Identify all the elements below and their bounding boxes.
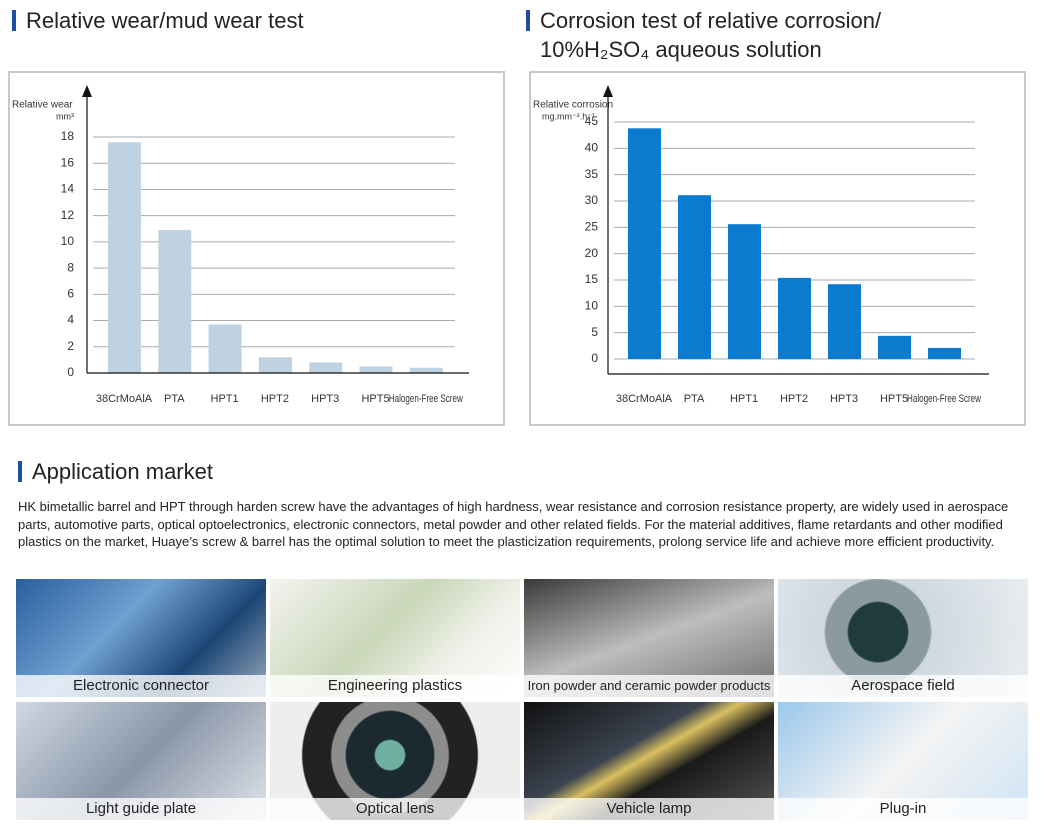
bar: [208, 324, 242, 373]
image-tile: Electronic connector: [16, 579, 266, 697]
x-tick-label: HPT3: [311, 393, 339, 405]
y-tick-label: 14: [61, 182, 75, 196]
image-tile: Iron powder and ceramic powder products: [524, 579, 774, 697]
bar: [828, 284, 861, 359]
chart-title: Relative wear/mud wear test: [12, 6, 304, 35]
title-line: Relative wear/mud wear test: [26, 8, 304, 33]
bar: [628, 128, 661, 359]
section-title: Application market: [18, 457, 213, 486]
y-tick-label: 2: [67, 339, 74, 353]
y-axis-unit: mg.mm⁻².h⁻¹: [542, 111, 595, 121]
y-tick-label: 12: [61, 208, 75, 222]
bar: [778, 277, 811, 359]
y-tick-label: 15: [585, 272, 599, 286]
bar: [108, 142, 141, 373]
y-tick-label: 20: [585, 246, 599, 260]
y-tick-label: 35: [585, 167, 599, 181]
image-tile: Vehicle lamp: [524, 702, 774, 820]
x-tick-label: HPT2: [780, 393, 808, 405]
image-tile: Optical lens: [270, 702, 520, 820]
section-title-text: Application market: [32, 459, 213, 484]
x-tick-label: HPT1: [211, 393, 239, 405]
tile-caption: Engineering plastics: [270, 675, 520, 697]
bar: [258, 357, 292, 373]
x-tick-label: 38CrMoAlA: [96, 393, 153, 405]
bar: [728, 224, 761, 359]
y-tick-label: 16: [61, 155, 75, 169]
y-tick-label: 30: [585, 193, 599, 207]
image-tile: Plug-in: [778, 702, 1028, 820]
chart-title: Corrosion test of relative corrosion/10%…: [526, 6, 881, 64]
y-tick-label: 0: [67, 365, 74, 379]
x-tick-label: HPT2: [261, 393, 289, 405]
x-tick-label: 38CrMoAlA: [616, 393, 673, 405]
x-tick-label: HPT5: [361, 393, 389, 405]
y-tick-label: 5: [591, 325, 598, 339]
y-tick-label: 40: [585, 141, 599, 155]
y-tick-label: 18: [61, 129, 75, 143]
tile-caption: Plug-in: [778, 798, 1028, 820]
y-tick-label: 6: [67, 287, 74, 301]
bar: [158, 230, 192, 373]
title-line: 10%H₂SO₄ aqueous solution: [540, 37, 822, 62]
y-tick-label: 25: [585, 220, 599, 234]
tile-caption: Electronic connector: [16, 675, 266, 697]
y-tick-label: 0: [591, 351, 598, 365]
x-tick-label: Halogen-Free Screw: [389, 393, 463, 405]
bar: [928, 347, 961, 359]
tile-caption: Optical lens: [270, 798, 520, 820]
x-tick-label: HPT5: [880, 393, 908, 405]
y-axis-unit: mm³: [56, 111, 74, 121]
chart-frame: Relative corrosion mg.mm⁻².h⁻¹ 0 5 10 15 20 25 3…: [529, 71, 1026, 426]
tile-caption: Vehicle lamp: [524, 798, 774, 820]
image-tile: Light guide plate: [16, 702, 266, 820]
bar: [878, 335, 911, 359]
x-tick-label: PTA: [164, 393, 185, 405]
bar: [359, 366, 393, 373]
x-tick-label: HPT1: [730, 393, 758, 405]
title-line: Corrosion test of relative corrosion/: [540, 8, 882, 33]
tile-caption: Light guide plate: [16, 798, 266, 820]
y-axis-label: Relative wear: [12, 100, 73, 111]
x-tick-label: Halogen-Free Screw: [907, 393, 981, 405]
y-tick-label: 10: [61, 234, 75, 248]
y-tick-label: 45: [585, 114, 599, 128]
axis-arrow: [603, 85, 613, 97]
axis-arrow: [82, 85, 92, 97]
tile-caption: Iron powder and ceramic powder products: [524, 675, 774, 697]
x-tick-label: PTA: [684, 393, 705, 405]
x-tick-label: HPT3: [830, 393, 858, 405]
bar: [309, 362, 343, 373]
y-tick-label: 4: [67, 313, 74, 327]
chart-frame: Relative wear mm³ 0 2 4 6 8 10 12 14 16 18 38CrMoAlA…: [8, 71, 505, 426]
y-axis-label: Relative corrosion: [533, 100, 613, 111]
y-tick-label: 8: [67, 260, 74, 274]
bar: [409, 367, 443, 373]
tile-caption: Aerospace field: [778, 675, 1028, 697]
bar: [678, 195, 711, 359]
image-tile: Aerospace field: [778, 579, 1028, 697]
image-tile: Engineering plastics: [270, 579, 520, 697]
y-tick-label: 10: [585, 299, 599, 313]
paragraph: HK bimetallic barrel and HPT through har…: [18, 499, 1009, 550]
